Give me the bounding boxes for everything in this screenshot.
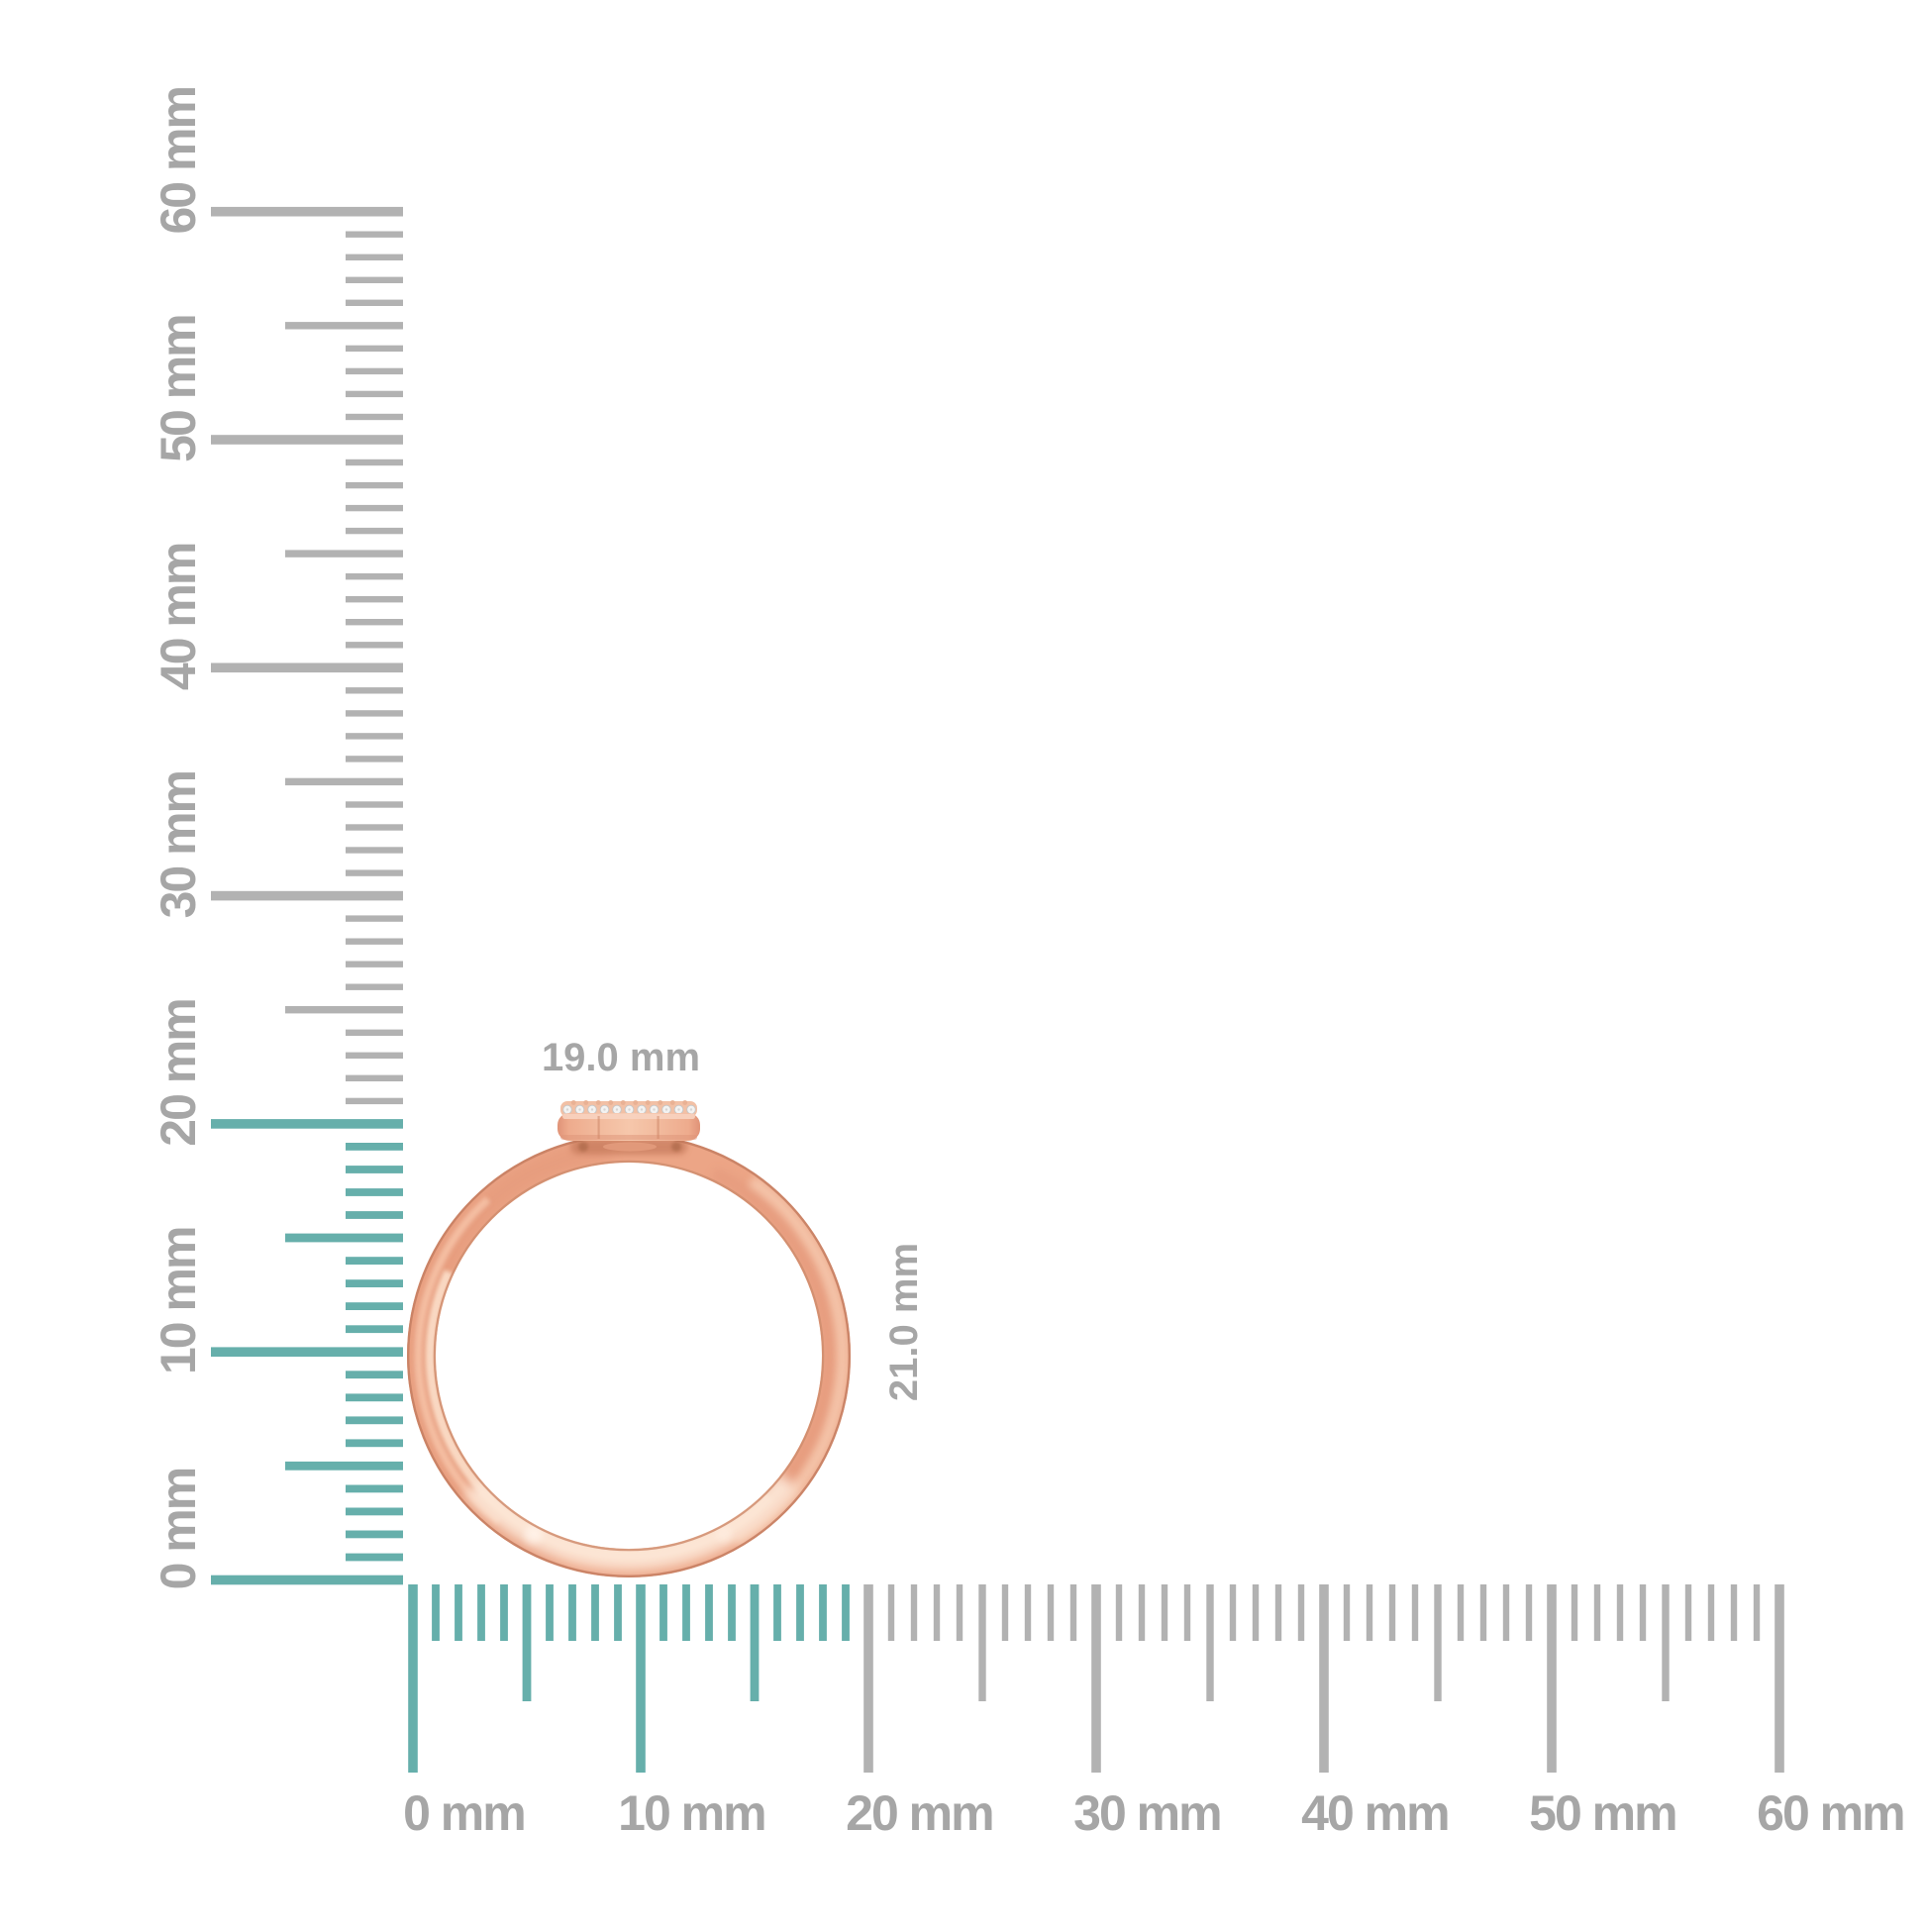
svg-text:10 mm: 10 mm bbox=[618, 1785, 764, 1841]
svg-text:30 mm: 30 mm bbox=[1073, 1785, 1220, 1841]
svg-text:50 mm: 50 mm bbox=[151, 315, 206, 461]
svg-text:20 mm: 20 mm bbox=[846, 1785, 992, 1841]
svg-text:40 mm: 40 mm bbox=[1301, 1785, 1448, 1841]
svg-text:21.0 mm: 21.0 mm bbox=[882, 1243, 926, 1401]
svg-text:19.0 mm: 19.0 mm bbox=[542, 1036, 700, 1079]
svg-text:40 mm: 40 mm bbox=[151, 544, 206, 690]
svg-text:20 mm: 20 mm bbox=[151, 999, 206, 1146]
svg-text:60 mm: 60 mm bbox=[1757, 1785, 1903, 1841]
svg-text:10 mm: 10 mm bbox=[151, 1228, 206, 1374]
svg-text:60 mm: 60 mm bbox=[151, 87, 206, 234]
svg-text:0 mm: 0 mm bbox=[151, 1469, 206, 1590]
svg-text:0 mm: 0 mm bbox=[403, 1785, 525, 1841]
svg-text:50 mm: 50 mm bbox=[1529, 1785, 1675, 1841]
svg-text:30 mm: 30 mm bbox=[151, 771, 206, 918]
